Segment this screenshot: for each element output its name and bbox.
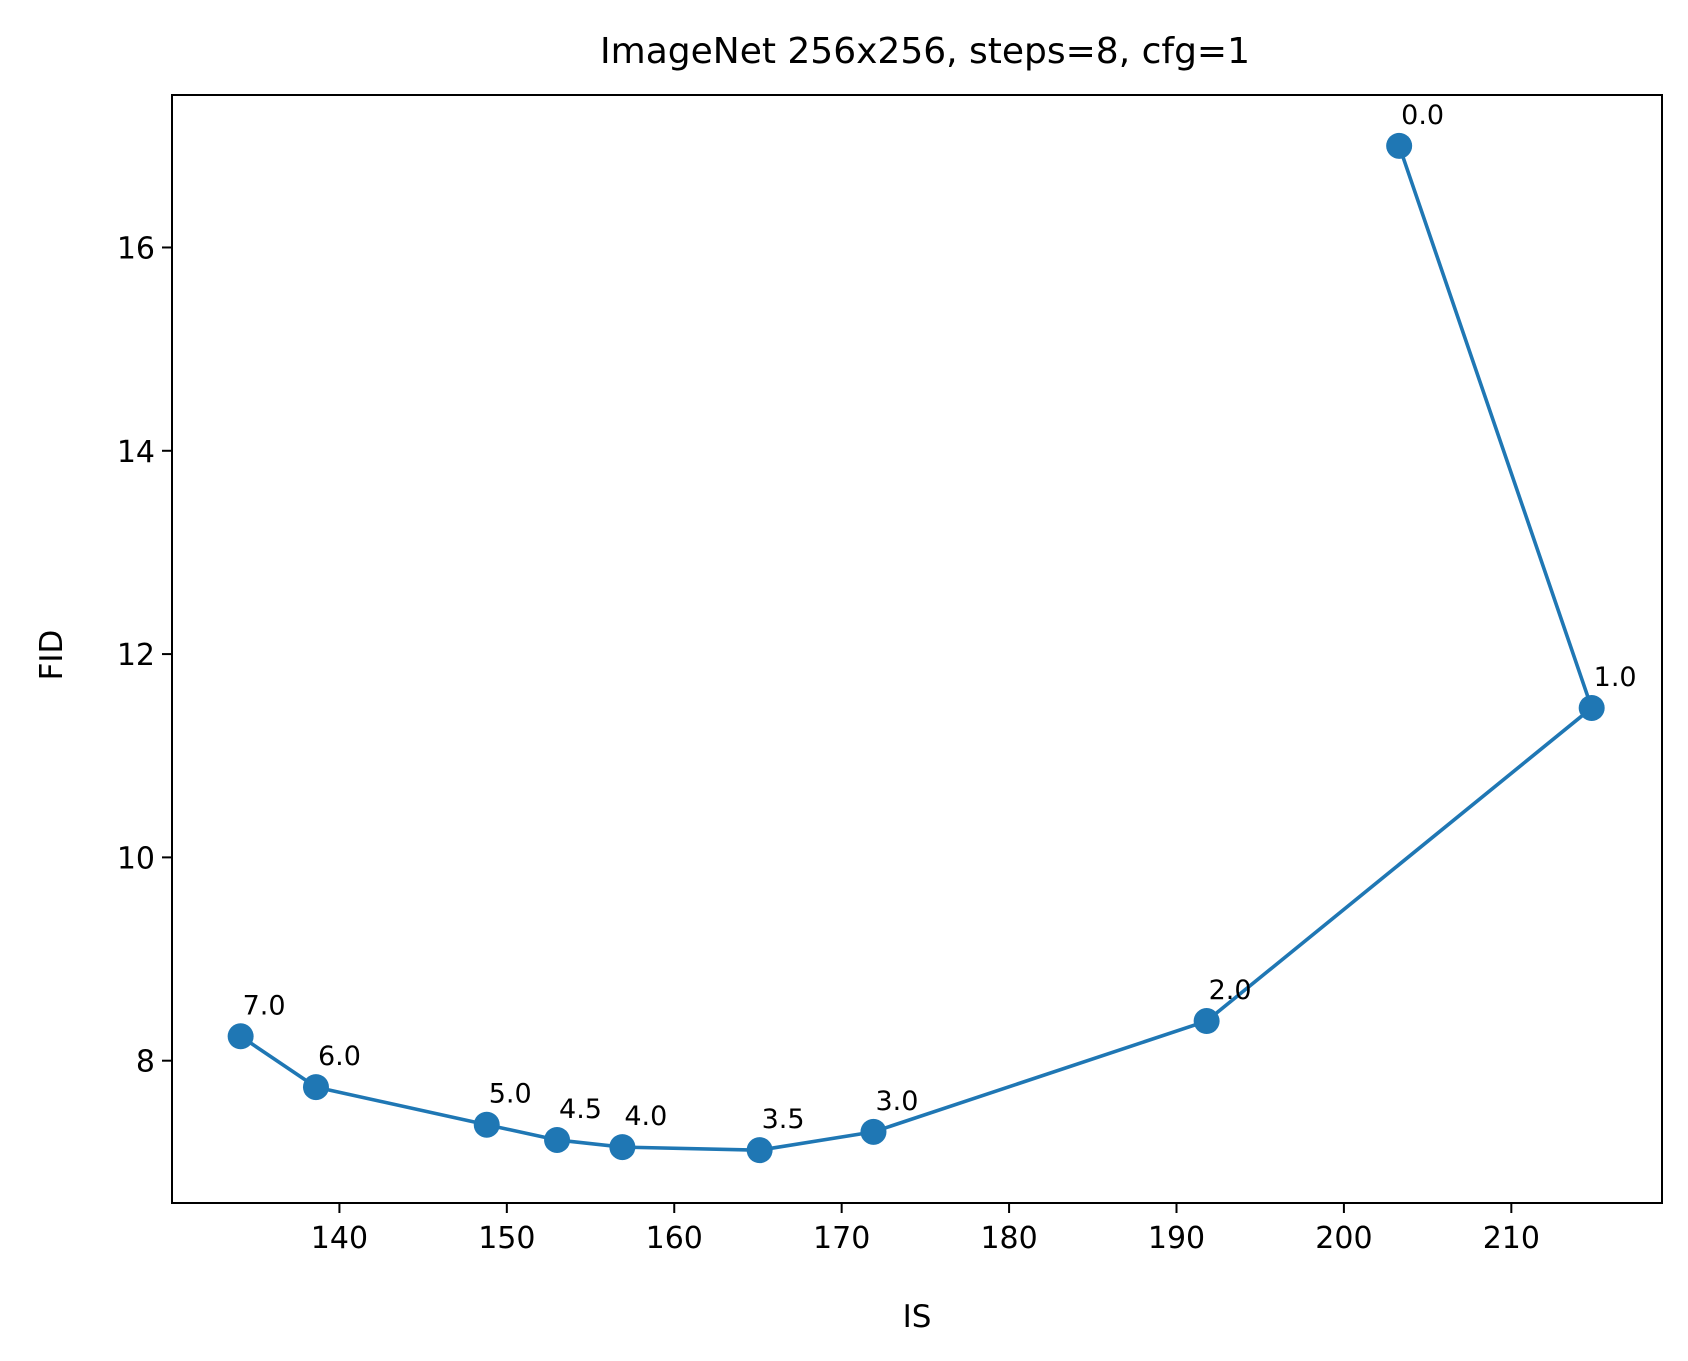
y-tick-label: 8 xyxy=(136,1045,155,1080)
data-point xyxy=(227,1023,254,1050)
y-tick-label: 14 xyxy=(117,435,155,470)
data-point-label: 1.0 xyxy=(1594,662,1637,693)
data-point xyxy=(860,1118,887,1145)
y-tick-label: 12 xyxy=(117,638,155,673)
data-point xyxy=(473,1111,500,1138)
data-point xyxy=(544,1126,571,1153)
data-point xyxy=(1578,694,1605,721)
y-axis-label: FID xyxy=(34,630,70,681)
data-point xyxy=(302,1074,329,1101)
series-line xyxy=(239,145,1594,1152)
x-axis-label: IS xyxy=(903,1299,932,1335)
data-point xyxy=(746,1137,773,1164)
y-tick-label: 10 xyxy=(117,841,155,876)
chart-title: ImageNet 256x256, steps=8, cfg=1 xyxy=(600,31,1250,72)
plot-frame xyxy=(171,94,1663,1204)
data-point-label: 6.0 xyxy=(318,1041,361,1072)
data-point-label: 0.0 xyxy=(1401,100,1444,131)
data-point-label: 7.0 xyxy=(243,990,286,1021)
x-tick-label: 150 xyxy=(478,1221,535,1256)
plot-area: 140 150 160 170 180 190 200 210 8 10 12 14 16 0.0 1.0 2… xyxy=(117,100,1637,1256)
data-point xyxy=(609,1134,636,1161)
data-point-label: 3.5 xyxy=(762,1104,805,1135)
data-point-label: 2.0 xyxy=(1209,975,1252,1006)
x-tick-label: 190 xyxy=(1148,1221,1205,1256)
x-tick-label: 160 xyxy=(646,1221,703,1256)
data-point xyxy=(1193,1008,1220,1035)
data-point-label: 4.5 xyxy=(559,1094,602,1125)
x-tick-label: 180 xyxy=(980,1221,1037,1256)
x-tick-label: 170 xyxy=(813,1221,870,1256)
data-point xyxy=(1386,132,1413,159)
x-tick-label: 210 xyxy=(1483,1221,1540,1256)
data-point-label: 3.0 xyxy=(875,1086,918,1117)
data-point-label: 4.0 xyxy=(624,1101,667,1132)
data-point-label: 5.0 xyxy=(489,1079,532,1110)
x-tick-label: 200 xyxy=(1315,1221,1372,1256)
y-tick-label: 16 xyxy=(117,231,155,266)
x-tick-label: 140 xyxy=(311,1221,368,1256)
